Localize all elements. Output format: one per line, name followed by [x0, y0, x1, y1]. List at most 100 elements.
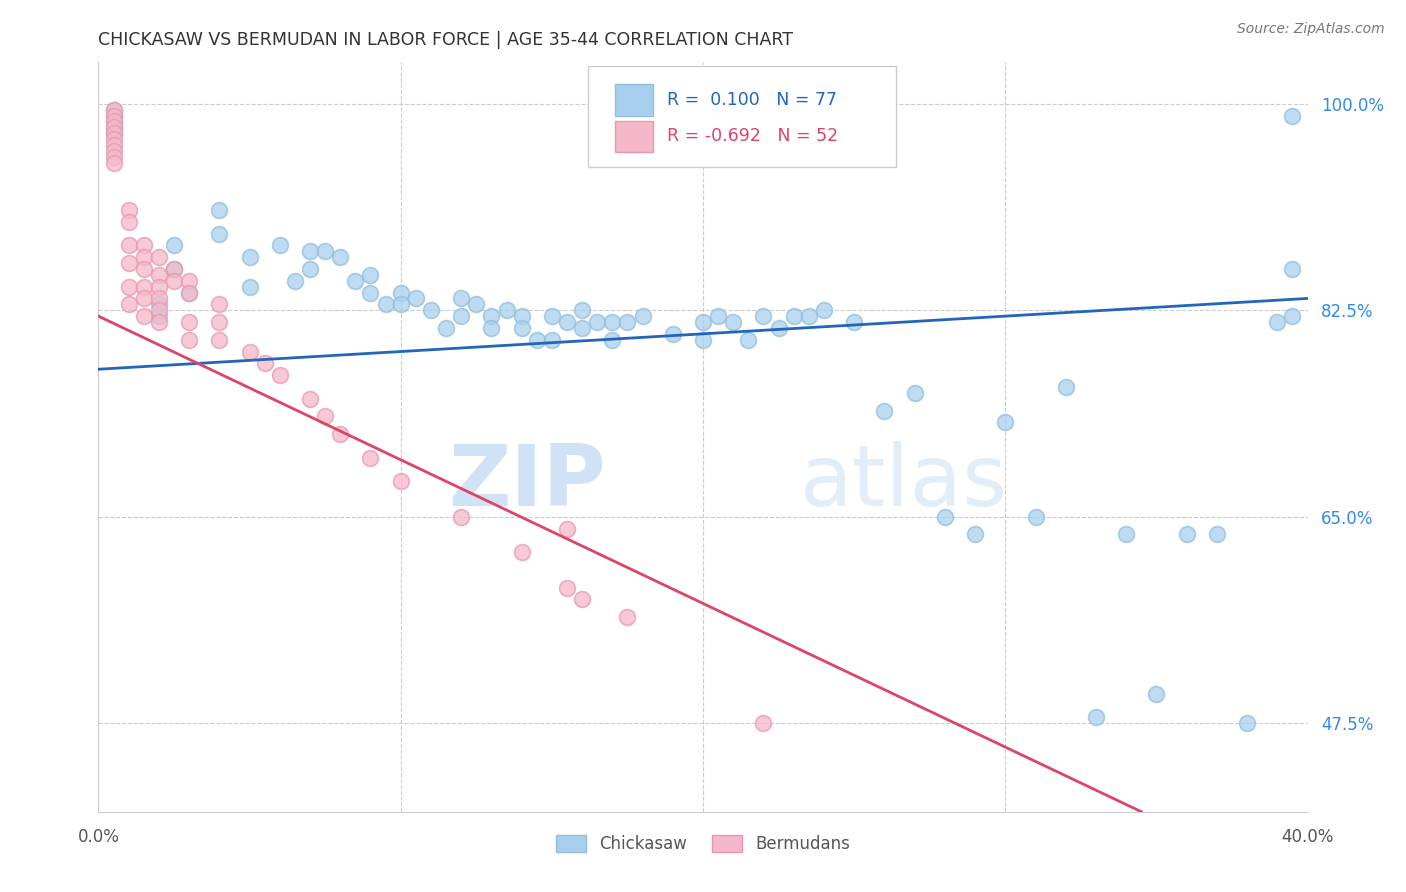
- Point: [344, 274, 367, 288]
- Point: [103, 155, 125, 169]
- Point: [481, 321, 503, 335]
- Point: [118, 256, 141, 270]
- Point: [132, 309, 155, 323]
- Point: [555, 522, 578, 536]
- Point: [1115, 527, 1137, 541]
- Point: [783, 309, 806, 323]
- Point: [752, 716, 775, 731]
- Point: [797, 309, 820, 323]
- Point: [103, 109, 125, 123]
- Point: [420, 303, 443, 318]
- Point: [163, 274, 186, 288]
- Point: [103, 138, 125, 153]
- Point: [103, 109, 125, 123]
- Point: [540, 309, 562, 323]
- Point: [434, 321, 457, 335]
- Point: [299, 244, 322, 259]
- Point: [586, 315, 609, 329]
- Point: [179, 315, 201, 329]
- Point: [844, 315, 866, 329]
- Point: [934, 509, 956, 524]
- Point: [1281, 261, 1303, 276]
- Point: [1175, 527, 1198, 541]
- Point: [208, 315, 231, 329]
- Point: [1024, 509, 1046, 524]
- Point: [103, 126, 125, 140]
- Point: [661, 326, 683, 341]
- Point: [450, 292, 472, 306]
- Point: [118, 238, 141, 252]
- Point: [148, 292, 170, 306]
- Point: [103, 103, 125, 117]
- Point: [132, 261, 155, 276]
- Point: [118, 279, 141, 293]
- Point: [208, 297, 231, 311]
- Point: [405, 292, 427, 306]
- Point: [148, 309, 170, 323]
- Point: [208, 333, 231, 347]
- Point: [389, 285, 412, 300]
- Point: [873, 403, 896, 417]
- Point: [103, 114, 125, 128]
- Legend: Chickasaw, Bermudans: Chickasaw, Bermudans: [550, 828, 856, 860]
- Point: [239, 279, 262, 293]
- Point: [450, 509, 472, 524]
- Point: [103, 120, 125, 135]
- Point: [132, 250, 155, 264]
- Point: [481, 309, 503, 323]
- Point: [450, 309, 472, 323]
- Point: [208, 227, 231, 241]
- Point: [374, 297, 396, 311]
- Text: CHICKASAW VS BERMUDAN IN LABOR FORCE | AGE 35-44 CORRELATION CHART: CHICKASAW VS BERMUDAN IN LABOR FORCE | A…: [98, 31, 793, 49]
- Point: [555, 581, 578, 595]
- Point: [723, 315, 745, 329]
- Point: [299, 392, 322, 406]
- Point: [208, 202, 231, 217]
- Bar: [614, 84, 654, 116]
- Point: [571, 321, 593, 335]
- Point: [148, 268, 170, 282]
- Point: [904, 385, 927, 400]
- Text: ZIP: ZIP: [449, 441, 606, 524]
- Point: [389, 475, 412, 489]
- Point: [1206, 527, 1229, 541]
- Point: [163, 238, 186, 252]
- Point: [555, 315, 578, 329]
- Point: [389, 297, 412, 311]
- Point: [692, 315, 714, 329]
- Point: [132, 292, 155, 306]
- Point: [602, 333, 624, 347]
- Point: [239, 344, 262, 359]
- Point: [994, 415, 1017, 429]
- Point: [1144, 687, 1167, 701]
- Point: [692, 333, 714, 347]
- Point: [1267, 315, 1289, 329]
- Point: [103, 126, 125, 140]
- Point: [132, 279, 155, 293]
- Point: [1281, 309, 1303, 323]
- Point: [510, 545, 533, 559]
- Point: [571, 303, 593, 318]
- Point: [1085, 710, 1108, 724]
- Point: [148, 250, 170, 264]
- Bar: [614, 121, 654, 153]
- Point: [132, 238, 155, 252]
- Point: [1236, 716, 1258, 731]
- Point: [602, 315, 624, 329]
- Text: atlas: atlas: [800, 441, 1008, 524]
- Point: [163, 261, 186, 276]
- Point: [752, 309, 775, 323]
- Point: [329, 427, 352, 442]
- Point: [510, 309, 533, 323]
- Point: [360, 268, 382, 282]
- Point: [118, 202, 141, 217]
- Point: [360, 285, 382, 300]
- Point: [631, 309, 654, 323]
- Point: [148, 315, 170, 329]
- Point: [540, 333, 562, 347]
- Text: R =  0.100   N = 77: R = 0.100 N = 77: [666, 91, 837, 109]
- Point: [510, 321, 533, 335]
- Point: [179, 274, 201, 288]
- Point: [299, 261, 322, 276]
- Point: [360, 450, 382, 465]
